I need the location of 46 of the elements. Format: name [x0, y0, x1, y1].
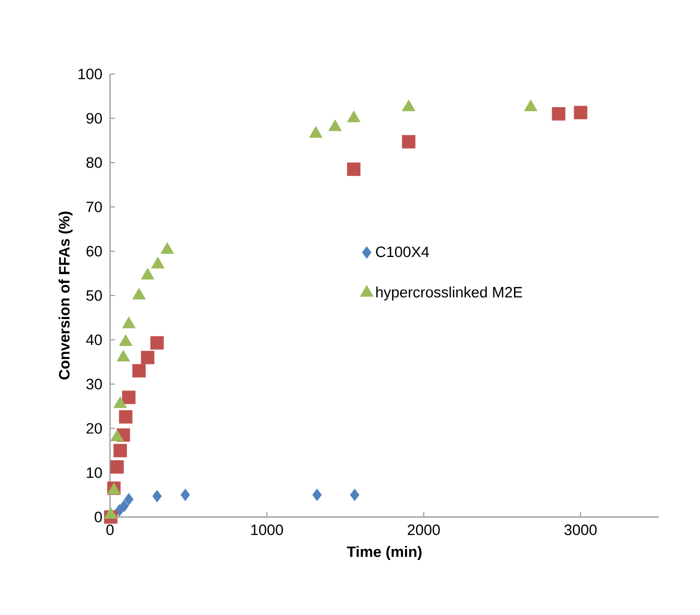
- legend-label: C100X4: [376, 246, 430, 258]
- y-tick-label: 100: [78, 68, 102, 80]
- point: [152, 490, 162, 502]
- point: [124, 493, 134, 506]
- point: [116, 350, 130, 362]
- point: [151, 256, 165, 268]
- point: [122, 316, 136, 328]
- point: [160, 242, 174, 254]
- point: [180, 488, 190, 502]
- point: [118, 334, 132, 346]
- y-tick-label: 50: [86, 290, 102, 301]
- point: [524, 100, 538, 112]
- y-axis-title: Conversion of FFAs (%): [58, 212, 73, 380]
- point: [132, 364, 146, 378]
- x-tick-label: 0: [106, 524, 114, 536]
- point: [122, 390, 136, 404]
- point: [114, 396, 127, 408]
- point: [110, 430, 124, 442]
- x-tick-label: 1000: [251, 524, 283, 536]
- y-tick-label: 0: [94, 512, 102, 522]
- x-tick-label: 2000: [408, 524, 440, 536]
- y-tick-label: 10: [86, 467, 102, 478]
- x-axis-title: Time (min): [346, 546, 422, 560]
- point: [328, 119, 342, 132]
- point: [140, 268, 154, 280]
- point: [150, 336, 164, 350]
- y-tick-label: 70: [86, 202, 102, 212]
- y-tick-label: 40: [86, 334, 102, 346]
- y-tick-label: 20: [86, 423, 102, 434]
- point: [350, 488, 360, 502]
- y-tick-label: 30: [86, 378, 102, 390]
- point: [118, 410, 132, 424]
- point: [110, 460, 124, 474]
- y-tick-label: 60: [86, 246, 102, 256]
- point: [132, 288, 146, 300]
- point: [402, 100, 416, 112]
- y-tick-label: 80: [86, 157, 102, 168]
- x-tick-label: 3000: [564, 524, 597, 536]
- point: [347, 110, 360, 122]
- point: [114, 444, 127, 458]
- point: [312, 488, 322, 502]
- y-tick-label: 90: [86, 112, 102, 124]
- legend-label: hypercrosslinked M2E: [376, 286, 522, 300]
- point: [309, 126, 322, 138]
- point: [119, 500, 129, 512]
- point: [140, 350, 154, 364]
